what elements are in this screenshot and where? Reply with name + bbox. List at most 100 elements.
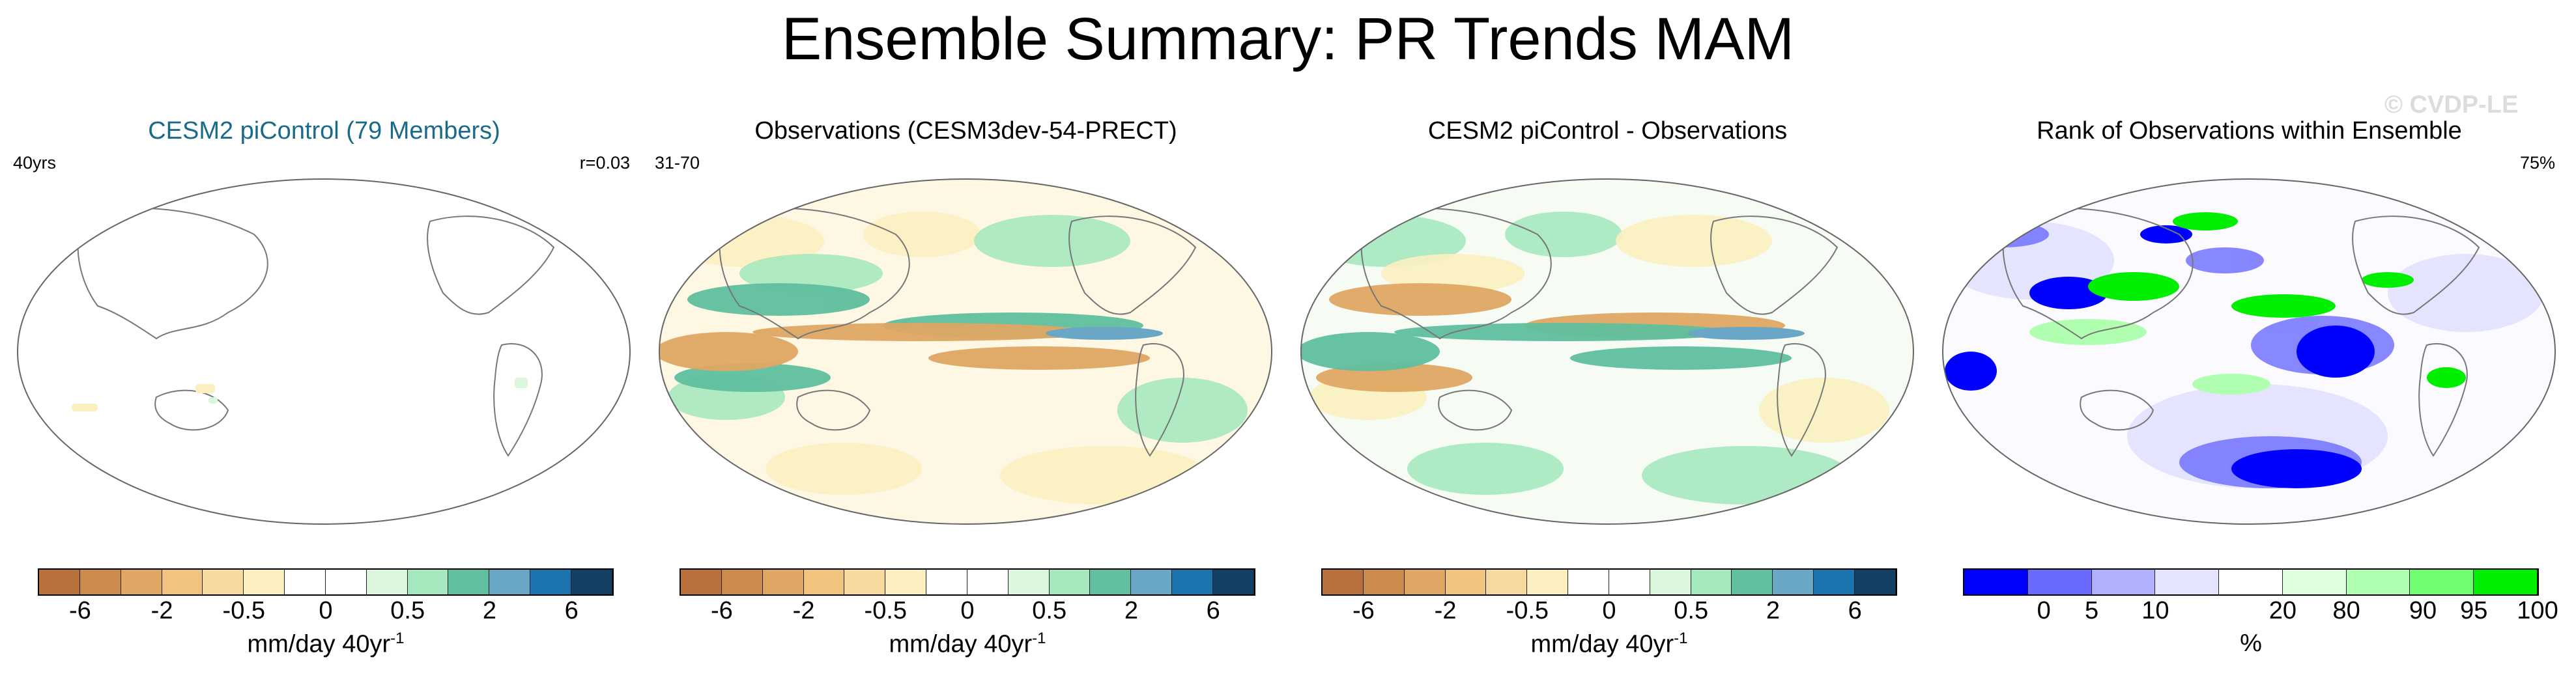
colorbar-tick-label: -2: [150, 597, 173, 624]
colorbar-tick-label: -2: [792, 597, 815, 624]
colorbar-cell: [1404, 570, 1446, 594]
world-map-model: [17, 178, 631, 525]
colorbar-tick-label: -6: [710, 597, 733, 624]
colorbar-tick-label: 95: [2460, 597, 2488, 624]
colorbar-cell: [2474, 570, 2538, 594]
colorbar-tick-label: -0.5: [222, 597, 266, 624]
panel-title: CESM2 piControl (79 Members): [148, 117, 500, 145]
colorbar-cell: [1691, 570, 1732, 594]
world-map-rank: [1942, 178, 2556, 525]
colorbar-tick-label: 0.5: [1032, 597, 1067, 624]
colorbar-cell: [1609, 570, 1650, 594]
colorbar-cell: [407, 570, 449, 594]
colorbar-cell: [967, 570, 1009, 594]
colorbar-cell: [2027, 570, 2092, 594]
colorbar-units: mm/day 40yr-1: [1530, 630, 1688, 658]
colorbar-cell: [1773, 570, 1814, 594]
colorbar-cell: [1049, 570, 1091, 594]
colorbar-cell: [448, 570, 490, 594]
colorbar-tick-label: 6: [1206, 597, 1220, 624]
panel-rank: Rank of Observations within Ensemble 75%: [1932, 117, 2567, 540]
colorbar-tick-label: 90: [2409, 597, 2437, 624]
colorbar-units: mm/day 40yr-1: [247, 630, 405, 658]
colorbar-cell: [2282, 570, 2347, 594]
figure-title: Ensemble Summary: PR Trends MAM: [781, 6, 1795, 72]
colorbar-tick-label: 100: [2517, 597, 2558, 624]
world-map-observations: [659, 178, 1272, 525]
colorbar-cell: [162, 570, 203, 594]
watermark: © CVDP-LE: [2384, 91, 2519, 118]
colorbar-units: %: [2240, 630, 2262, 657]
colorbar-rank: % 0 5 10 20 80 90 95 100: [1963, 568, 2558, 680]
colorbar-cell: [285, 570, 326, 594]
colorbar-cell: [721, 570, 763, 594]
colorbar-tick-label: -0.5: [864, 597, 908, 624]
colorbar-strip: [680, 568, 1255, 596]
panel-title: CESM2 piControl - Observations: [1427, 117, 1788, 145]
panel-correlation-label: r=0.03: [579, 153, 630, 173]
colorbar-strip: [1963, 568, 2539, 596]
panel-difference: CESM2 piControl - Observations: [1290, 117, 1925, 540]
colorbar-cell: [489, 570, 531, 594]
colorbar-tick-label: 6: [564, 597, 579, 624]
colorbar-tick-label: 2: [1766, 597, 1780, 624]
colorbar-cell: [762, 570, 804, 594]
colorbar-cell: [203, 570, 244, 594]
colorbar-tick-label: 2: [1124, 597, 1138, 624]
colorbar-cell: [244, 570, 285, 594]
colorbar-cell: [1445, 570, 1487, 594]
colorbar-cell: [844, 570, 886, 594]
colorbar-cell: [1008, 570, 1050, 594]
colorbar-cell: [2346, 570, 2411, 594]
colorbar-cell: [530, 570, 571, 594]
colorbar-tick-label: -2: [1434, 597, 1457, 624]
colorbar-tick-label: 2: [482, 597, 496, 624]
colorbar-difference: mm/day 40yr-1 -6 -2 -0.5 0 0.5 2 6: [1321, 568, 1897, 680]
panel-title: Rank of Observations within Ensemble: [2037, 117, 2462, 145]
colorbar-tick-label: 0.5: [390, 597, 425, 624]
panel-model-trends: CESM2 piControl (79 Members) 40yrs r=0.0…: [7, 117, 642, 540]
colorbar-cell: [1854, 570, 1896, 594]
colorbar-tick-label: 0: [2037, 597, 2051, 624]
coastline-australia: [154, 389, 229, 431]
colorbar-tick-label: 10: [2141, 597, 2169, 624]
colorbar-tick-label: 0: [960, 597, 975, 624]
colorbar-tick-label: 80: [2332, 597, 2360, 624]
colorbar-tick-label: 0.5: [1674, 597, 1709, 624]
colorbar-cell: [1964, 570, 2028, 594]
colorbar-cell: [1486, 570, 1528, 594]
colorbar-cell: [681, 570, 722, 594]
colorbar-cell: [571, 570, 612, 594]
colorbar-cell: [2410, 570, 2474, 594]
colorbar-model: mm/day 40yr-1 -6 -2 -0.5 0 0.5 2 6: [38, 568, 614, 680]
colorbar-units: mm/day 40yr-1: [889, 630, 1046, 658]
colorbar-cell: [366, 570, 408, 594]
colorbar-tick-label: 0: [1602, 597, 1616, 624]
colorbar-cell: [803, 570, 845, 594]
colorbar-cell: [2219, 570, 2283, 594]
colorbar-cell: [1527, 570, 1569, 594]
colorbar-cell: [325, 570, 367, 594]
colorbar-cell: [121, 570, 162, 594]
colorbar-cell: [1131, 570, 1173, 594]
colorbar-tick-label: -6: [1352, 597, 1375, 624]
colorbar-cell: [1650, 570, 1691, 594]
panel-period-label: 31-70: [655, 153, 700, 173]
panel-observed-trends: Observations (CESM3dev-54-PRECT) 31-70: [648, 117, 1283, 540]
colorbar-cell: [39, 570, 80, 594]
coastline-north-america: [427, 215, 555, 315]
colorbar-tick-label: 6: [1848, 597, 1862, 624]
panel-percent-label: 75%: [2519, 153, 2555, 173]
colorbar-cell: [1172, 570, 1213, 594]
colorbar-tick-label: 0: [319, 597, 333, 624]
colorbar-cell: [1090, 570, 1132, 594]
colorbar-tick-label: 5: [2084, 597, 2099, 624]
colorbar-cell: [2091, 570, 2156, 594]
colorbar-cell: [1568, 570, 1609, 594]
world-map-difference: [1300, 178, 1914, 525]
colorbar-tick-label: -0.5: [1506, 597, 1549, 624]
colorbar-cell: [885, 570, 927, 594]
colorbar-tick-label: 20: [2268, 597, 2297, 624]
coastline-asia: [77, 208, 268, 340]
panel-title: Observations (CESM3dev-54-PRECT): [754, 117, 1177, 145]
